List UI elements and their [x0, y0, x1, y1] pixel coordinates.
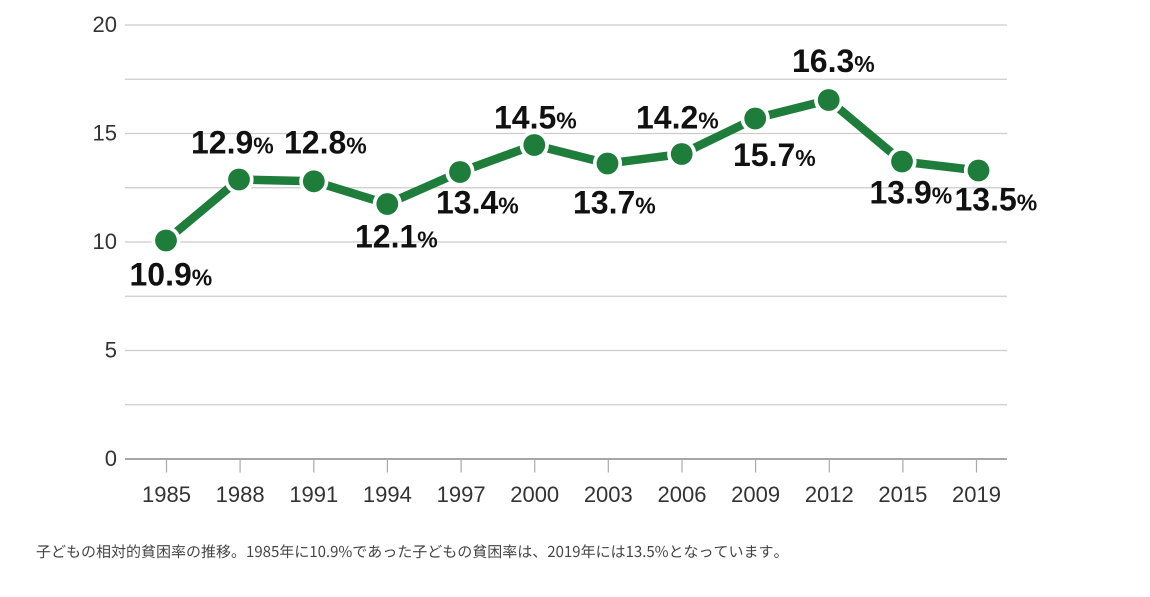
svg-text:1988: 1988	[216, 482, 265, 507]
svg-text:1991: 1991	[289, 482, 338, 507]
svg-text:1997: 1997	[437, 482, 486, 507]
svg-text:0: 0	[105, 446, 117, 471]
svg-text:2000: 2000	[510, 482, 559, 507]
svg-text:5: 5	[105, 338, 117, 363]
svg-text:2019: 2019	[952, 482, 1001, 507]
svg-text:2015: 2015	[878, 482, 927, 507]
svg-text:2012: 2012	[805, 482, 854, 507]
svg-text:15: 15	[93, 121, 117, 146]
svg-text:2006: 2006	[658, 482, 707, 507]
svg-text:1994: 1994	[363, 482, 412, 507]
svg-text:20: 20	[93, 12, 117, 37]
svg-text:1985: 1985	[142, 482, 191, 507]
svg-text:2009: 2009	[731, 482, 780, 507]
svg-text:2003: 2003	[584, 482, 633, 507]
svg-text:10: 10	[93, 229, 117, 254]
